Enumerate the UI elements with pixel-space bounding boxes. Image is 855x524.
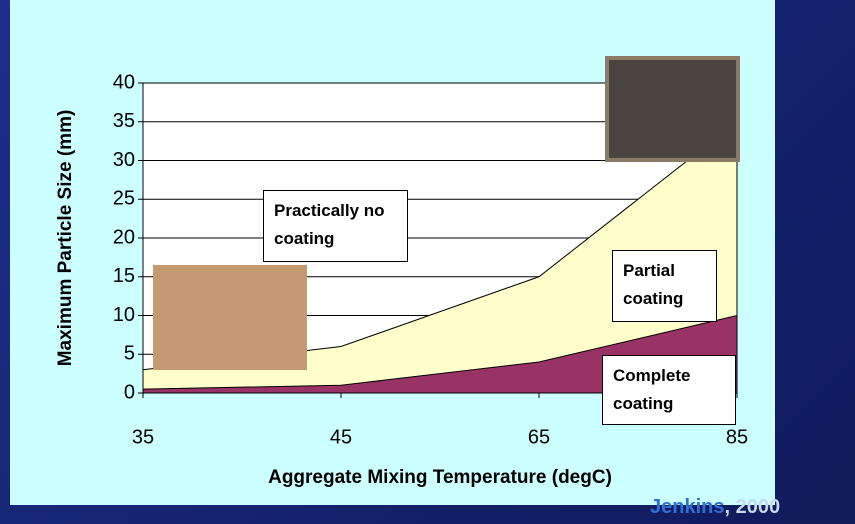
region-label: Partial coating <box>612 250 717 322</box>
source-year: , 2000 <box>724 496 780 518</box>
y-tick-label: 10 <box>113 304 135 326</box>
y-tick-label: 15 <box>113 265 135 287</box>
annotation: Practically no coating <box>263 190 408 262</box>
y-tick-label: 5 <box>124 343 135 365</box>
y-tick-label: 40 <box>113 71 135 93</box>
chart: Maximum Particle Size (mm) Aggregate Mix… <box>0 0 855 524</box>
y-tick-label: 30 <box>113 149 135 171</box>
photo-aggregate <box>607 58 738 160</box>
x-tick-label: 35 <box>132 426 154 448</box>
x-axis-title: Aggregate Mixing Temperature (degC) <box>268 467 612 488</box>
y-tick-label: 25 <box>113 188 135 210</box>
x-tick-label: 65 <box>528 426 550 448</box>
y-tick-label: 0 <box>124 381 135 403</box>
x-tick-label: 85 <box>726 426 748 448</box>
y-tick-label: 20 <box>113 226 135 248</box>
source-author: Jenkins, 2000 <box>650 496 780 518</box>
y-tick-label: 35 <box>113 110 135 132</box>
slide: Maximum Particle Size (mm) Aggregate Mix… <box>0 0 855 524</box>
region-label: Complete coating <box>602 355 736 425</box>
x-tick-label: 45 <box>330 426 352 448</box>
photo-sand <box>153 265 307 370</box>
source-author: Jenkins <box>650 496 724 518</box>
y-axis-title: Maximum Particle Size (mm) <box>55 110 76 367</box>
